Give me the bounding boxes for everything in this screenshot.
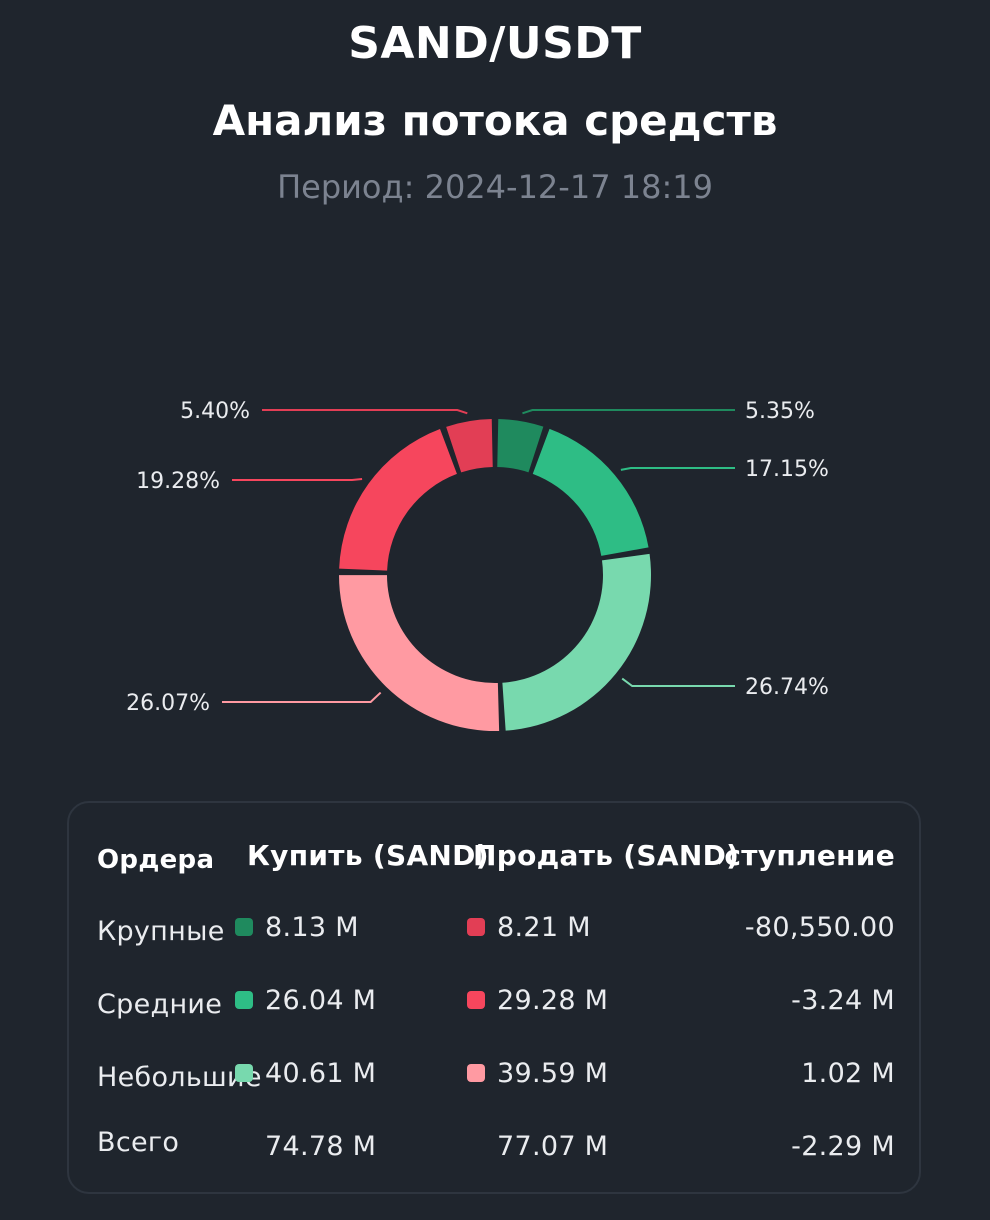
row-label-large: Крупные [97, 916, 225, 947]
donut-slice-1 [532, 428, 649, 556]
page-title: Анализ потока средств [212, 96, 778, 145]
sell-value-medium: 29.28 M [467, 985, 608, 1016]
leader-line-5 [262, 409, 468, 415]
inflow-value-small: 1.02 M [801, 1058, 895, 1089]
fund-flow-donut-chart: 5.35% 17.15% 26.74% 26.07% 19.28% 5.40% [126, 399, 829, 731]
slice-label-1: 17.15% [745, 457, 829, 482]
slice-label-3: 26.07% [126, 691, 210, 716]
sell-large-swatch [467, 917, 485, 936]
buy-value-large: 8.13 M [235, 912, 359, 943]
header-sell: Продать (SAND) [473, 839, 740, 872]
inflow-value-total: -2.29 M [791, 1131, 895, 1162]
inflow-value-large: -80,550.00 [744, 912, 895, 943]
leader-line-0 [522, 409, 735, 415]
leader-line-4 [232, 477, 363, 481]
buy-medium-text: 26.04 M [265, 985, 377, 1016]
sell-value-total: 77.07 M [497, 1131, 609, 1162]
sell-small-text: 39.59 M [497, 1058, 609, 1089]
header-inflow: Поступление [719, 839, 895, 872]
sell-value-large: 8.21 M [467, 912, 591, 943]
donut-slice-4 [339, 429, 457, 571]
buy-small-text: 40.61 M [265, 1058, 377, 1089]
buy-value-total: 74.78 M [265, 1131, 377, 1162]
sell-medium-swatch [467, 990, 485, 1009]
donut-slice-3 [339, 575, 500, 731]
buy-value-small: 40.61 M [235, 1058, 376, 1089]
row-label-medium: Средние [97, 989, 223, 1020]
sell-large-text: 8.21 M [497, 912, 591, 943]
donut-slice-0 [497, 419, 544, 473]
buy-small-swatch [235, 1063, 253, 1082]
fund-flow-table: Ордера Купить (SAND) Продать (SAND) Пост… [67, 801, 921, 1194]
slice-label-4: 19.28% [136, 469, 220, 494]
buy-large-text: 8.13 M [265, 912, 359, 943]
row-label-small: Небольшие [97, 1062, 262, 1093]
leader-line-3 [222, 691, 382, 703]
header-orders: Ордера [97, 845, 215, 875]
leader-line-1 [620, 467, 735, 471]
buy-value-medium: 26.04 M [235, 985, 376, 1016]
sell-small-swatch [467, 1063, 485, 1082]
row-label-total: Всего [97, 1127, 180, 1158]
leader-line-2 [621, 677, 735, 687]
slice-label-5: 5.40% [180, 399, 250, 424]
pair-title: SAND/USDT [348, 18, 642, 69]
period-label: Период: 2024-12-17 18:19 [277, 168, 713, 206]
sell-medium-text: 29.28 M [497, 985, 609, 1016]
donut-slice-5 [446, 419, 493, 473]
slice-label-0: 5.35% [745, 399, 815, 424]
header-buy: Купить (SAND) [247, 839, 489, 872]
donut-slice-2 [502, 553, 651, 731]
buy-medium-swatch [235, 990, 253, 1009]
slice-label-2: 26.74% [745, 675, 829, 700]
inflow-value-medium: -3.24 M [791, 985, 895, 1016]
buy-large-swatch [235, 917, 253, 936]
sell-value-small: 39.59 M [467, 1058, 608, 1089]
